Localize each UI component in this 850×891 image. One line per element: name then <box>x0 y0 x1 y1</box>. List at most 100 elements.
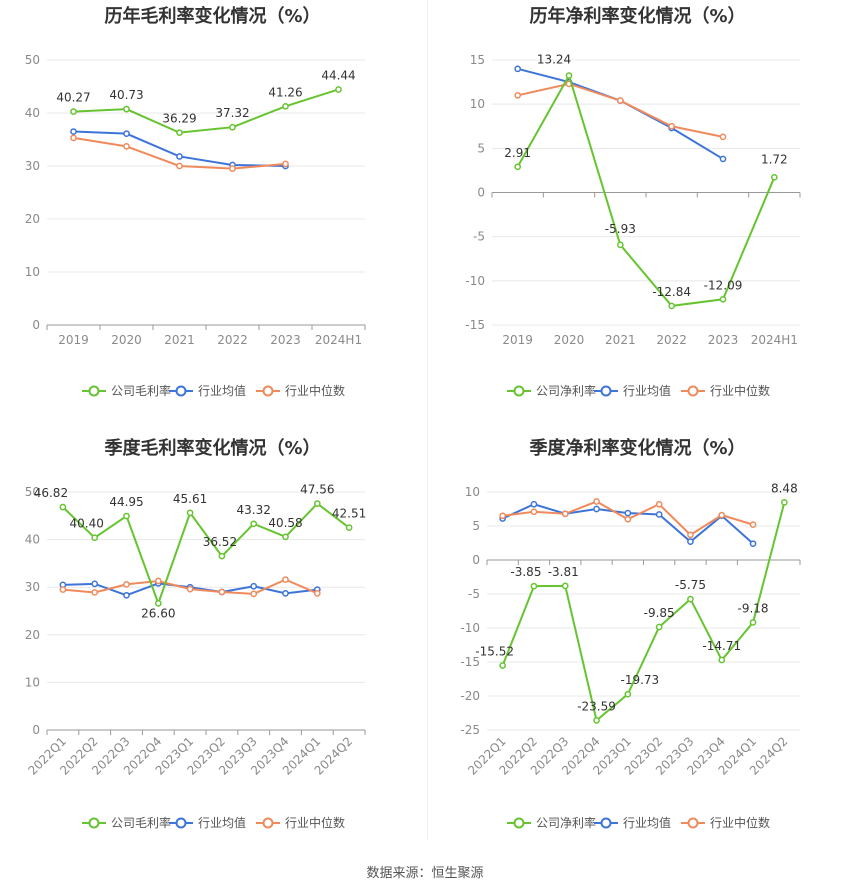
x-tick-label: 2023 <box>270 333 301 347</box>
data-label: 42.51 <box>332 507 366 521</box>
legend-item-industry-median-series[interactable]: 行业中位数 <box>256 383 345 398</box>
industry-avg-series-point <box>70 128 77 135</box>
industry-avg-series-point <box>749 540 757 548</box>
y-tick-label: -15 <box>465 318 485 332</box>
data-label: 40.58 <box>268 516 302 530</box>
industry-median-series-point <box>561 510 569 518</box>
y-tick-label: -5 <box>468 587 480 601</box>
chart-title: 季度净利率变化情况（%） <box>529 438 746 459</box>
x-tick-label: 2020 <box>111 333 142 347</box>
y-tick-label: 0 <box>472 553 480 567</box>
company-series-point <box>624 690 632 698</box>
company-series-point <box>91 534 99 542</box>
data-label: -3.85 <box>510 565 541 579</box>
data-label: -9.85 <box>644 606 675 620</box>
legend-marker <box>513 385 525 397</box>
legend-marker <box>88 817 100 829</box>
company-series-point <box>530 582 538 590</box>
data-label: -23.59 <box>577 699 616 713</box>
industry-avg-series-point <box>123 130 130 138</box>
legend-item-industry-avg-series[interactable]: 行业均值 <box>594 383 671 398</box>
industry-median-series-point <box>123 143 130 150</box>
industry-avg-series-point <box>91 580 99 588</box>
industry-median-series-point <box>186 585 194 593</box>
data-label: -5.93 <box>605 222 636 236</box>
data-label: 36.52 <box>203 535 237 549</box>
industry-avg-series-point <box>176 153 183 160</box>
chart-title: 历年净利率变化情况（%） <box>529 6 746 27</box>
legend-label: 行业中位数 <box>710 383 770 398</box>
industry-avg-series-point <box>719 155 727 163</box>
company-series-point <box>345 524 353 532</box>
data-label: 40.27 <box>56 91 90 105</box>
legend-label: 公司净利率 <box>536 383 596 398</box>
legend-item-industry-median-series[interactable]: 行业中位数 <box>681 815 770 830</box>
industry-median-series-point <box>313 590 321 597</box>
y-tick-label: -5 <box>473 230 485 244</box>
legend-item-industry-avg-series[interactable]: 行业均值 <box>594 815 671 830</box>
industry-median-series-point <box>123 580 130 588</box>
industry-avg-series-point <box>123 591 130 599</box>
legend-item-company-series[interactable]: 公司净利率 <box>507 815 596 830</box>
y-tick-label: 5 <box>477 141 485 155</box>
industry-median-series-point <box>218 588 226 596</box>
company-series-point <box>176 129 183 137</box>
data-label: 40.73 <box>109 88 143 102</box>
company-series-point <box>313 500 321 507</box>
company-series-point <box>514 163 522 171</box>
company-series-point <box>250 520 258 528</box>
legend-item-company-series[interactable]: 公司毛利率 <box>82 815 171 830</box>
company-series-point <box>282 102 289 110</box>
y-tick-label: 0 <box>32 723 40 737</box>
industry-avg-series-point <box>514 65 522 73</box>
legend-item-industry-median-series[interactable]: 行业中位数 <box>256 815 345 830</box>
y-tick-label: 50 <box>25 53 40 67</box>
company-series-point <box>499 662 507 669</box>
legend-label: 公司毛利率 <box>111 815 171 830</box>
industry-median-series-point <box>749 521 757 528</box>
data-label: 47.56 <box>300 483 334 497</box>
company-series-point <box>668 302 676 310</box>
legend-label: 公司净利率 <box>536 815 596 830</box>
legend-marker <box>175 385 187 397</box>
company-series-point <box>565 72 573 79</box>
x-tick-label: 2019 <box>58 333 89 347</box>
y-tick-label: -25 <box>460 723 480 737</box>
legend-item-industry-avg-series[interactable]: 行业均值 <box>169 383 246 398</box>
industry-median-series-point <box>282 576 289 583</box>
quarterly-gross-margin-chart: 010203040502022Q12022Q22022Q32022Q42023Q… <box>25 483 367 830</box>
data-label: -19.73 <box>621 673 660 687</box>
quarterly-net-margin-panel: 季度净利率变化情况（%） -25 -20 -15 -10 -5 0 5 10 2022Q1 202… <box>425 432 850 842</box>
company-series-point <box>70 108 77 115</box>
legend-marker <box>262 385 274 397</box>
data-label: -3.81 <box>548 565 579 579</box>
industry-median-series-point <box>229 165 236 172</box>
x-tick-label: 2023 <box>708 333 739 347</box>
company-series-point <box>218 552 226 560</box>
company-series-point <box>335 86 342 93</box>
legend-item-industry-avg-series[interactable]: 行业均值 <box>169 815 246 830</box>
data-label: 40.40 <box>70 517 104 531</box>
legend-label: 行业中位数 <box>710 815 770 830</box>
data-label: 46.82 <box>34 486 68 500</box>
y-tick-label: -10 <box>465 274 485 288</box>
legend-marker <box>600 385 612 397</box>
data-label: 2.91 <box>504 146 531 160</box>
industry-avg-series-point <box>530 500 538 508</box>
legend-item-company-series[interactable]: 公司毛利率 <box>82 383 171 398</box>
data-label: -12.84 <box>652 285 691 299</box>
y-tick-label: 30 <box>25 580 40 594</box>
quarterly-net-margin-chart: -25-20-15-10-505102022Q12022Q22022Q32022… <box>460 481 801 830</box>
legend-marker <box>175 817 187 829</box>
legend-label: 行业均值 <box>198 383 246 398</box>
legend-item-company-series[interactable]: 公司净利率 <box>507 383 596 398</box>
industry-avg-series-point <box>687 538 694 545</box>
industry-median-series-point <box>624 515 632 523</box>
company-series-point <box>123 512 130 520</box>
legend-item-industry-median-series[interactable]: 行业中位数 <box>681 383 770 398</box>
industry-avg-series-point <box>655 511 663 518</box>
y-tick-label: 10 <box>25 675 40 689</box>
y-tick-label: 40 <box>25 533 40 547</box>
industry-median-series-point <box>593 498 600 505</box>
legend-marker <box>88 385 100 397</box>
